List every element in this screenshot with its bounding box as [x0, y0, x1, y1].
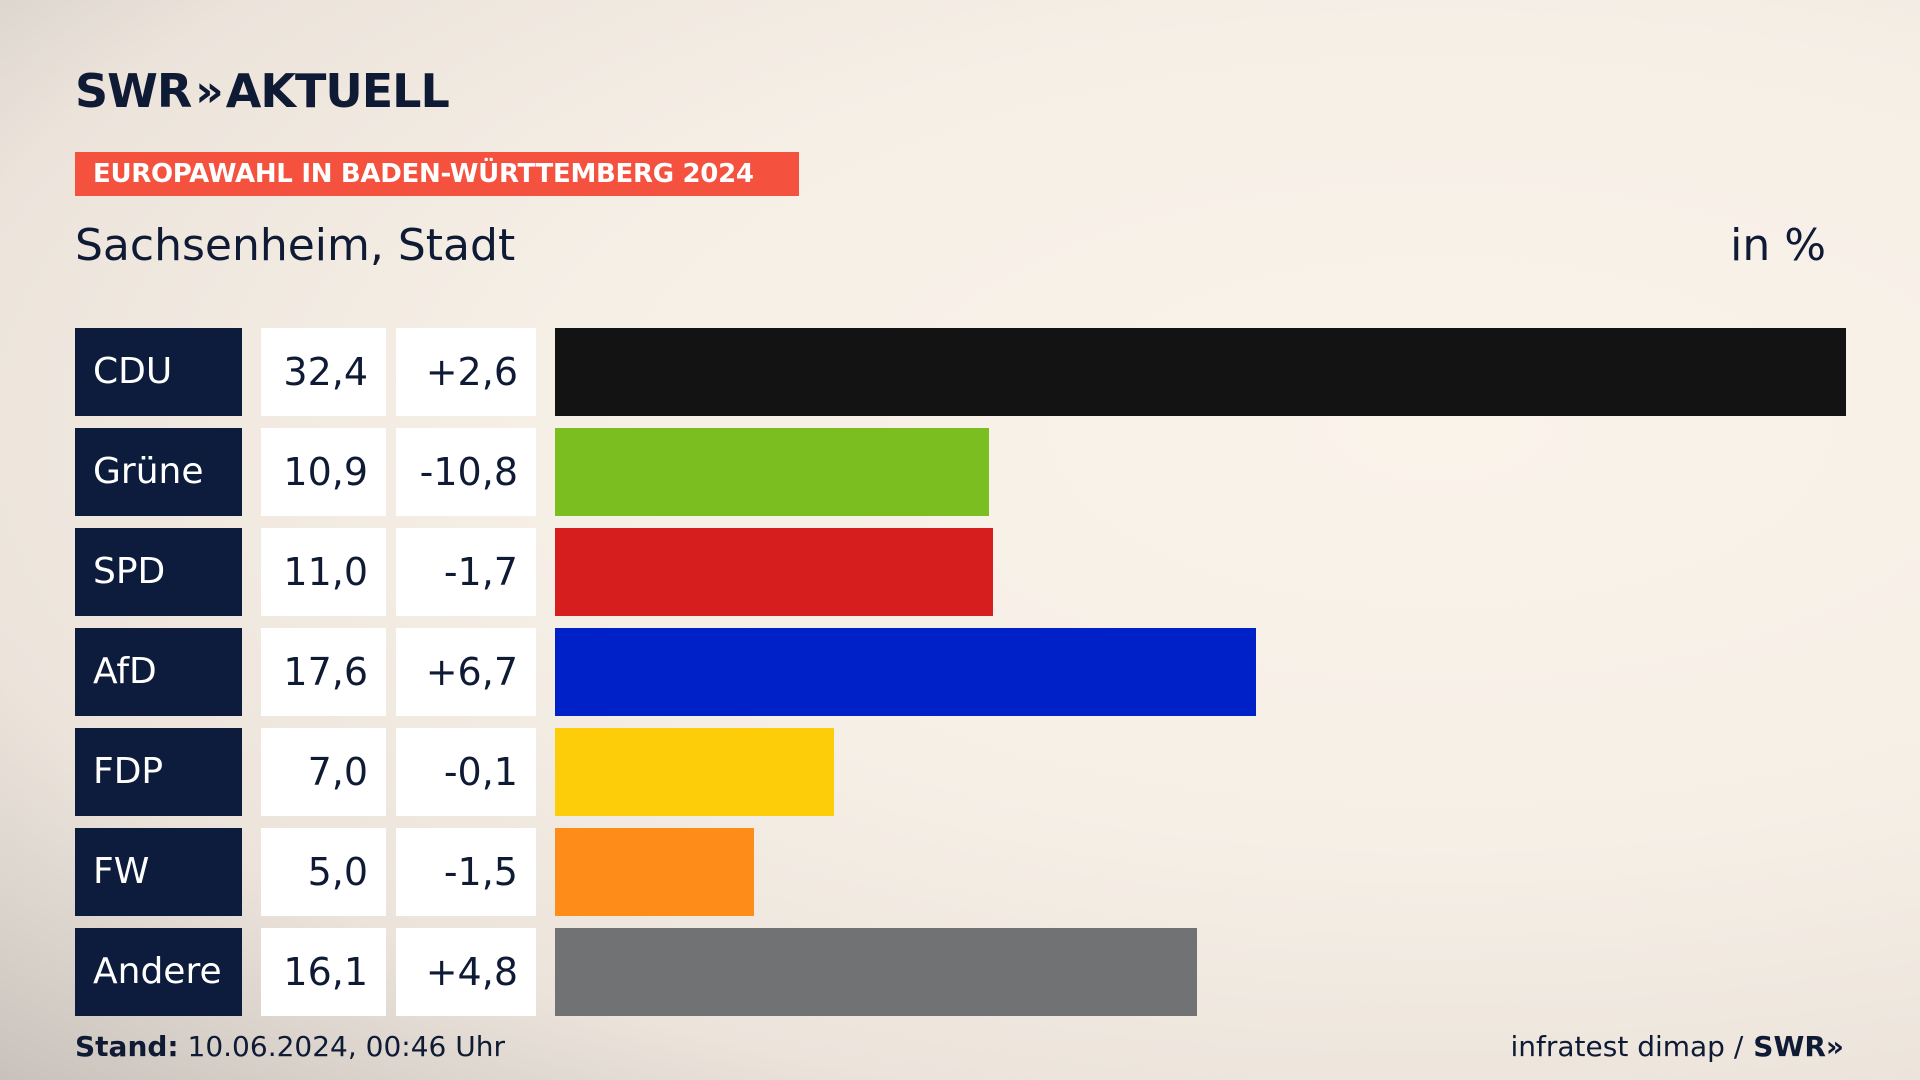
result-row: Andere 16,1 +4,8 — [75, 928, 1846, 1016]
party-label: FW — [75, 828, 242, 916]
result-row: AfD 17,6 +6,7 — [75, 628, 1846, 716]
vote-change: -0,1 — [396, 728, 536, 816]
party-label: SPD — [75, 528, 242, 616]
result-row: CDU 32,4 +2,6 — [75, 328, 1846, 416]
result-row: FW 5,0 -1,5 — [75, 828, 1846, 916]
result-row: Grüne 10,9 -10,8 — [75, 428, 1846, 516]
result-bar — [555, 728, 834, 816]
vote-share: 11,0 — [261, 528, 386, 616]
vote-change: -1,5 — [396, 828, 536, 916]
swr-aktuell-logo: SWR » AKTUELL — [75, 64, 450, 118]
election-banner: EUROPAWAHL IN BADEN-WÜRTTEMBERG 2024 — [75, 152, 799, 196]
result-bar — [555, 628, 1256, 716]
chart-subtitle: Sachsenheim, Stadt — [75, 220, 516, 271]
vote-change: +2,6 — [396, 328, 536, 416]
result-row: SPD 11,0 -1,7 — [75, 528, 1846, 616]
party-label: AfD — [75, 628, 242, 716]
vote-share: 10,9 — [261, 428, 386, 516]
swr-mini-logo: SWR» — [1753, 1030, 1844, 1063]
vote-change: -1,7 — [396, 528, 536, 616]
stand-value: 10.06.2024, 00:46 Uhr — [187, 1030, 505, 1063]
result-row: FDP 7,0 -0,1 — [75, 728, 1846, 816]
party-label: CDU — [75, 328, 242, 416]
vote-share: 16,1 — [261, 928, 386, 1016]
chevron-right-icon: » — [195, 65, 224, 117]
logo-swr: SWR — [75, 64, 192, 118]
logo-aktuell: AKTUELL — [225, 64, 450, 118]
vote-share: 32,4 — [261, 328, 386, 416]
source-credit: infratest dimap / SWR» — [1510, 1030, 1844, 1063]
unit-label: in % — [1730, 220, 1826, 271]
vote-share: 17,6 — [261, 628, 386, 716]
party-label: Grüne — [75, 428, 242, 516]
source-text: infratest dimap / — [1510, 1030, 1744, 1063]
vote-share: 7,0 — [261, 728, 386, 816]
result-bar — [555, 528, 993, 616]
timestamp: Stand: 10.06.2024, 00:46 Uhr — [75, 1030, 505, 1063]
party-label: Andere — [75, 928, 242, 1016]
vote-change: +6,7 — [396, 628, 536, 716]
result-bar — [555, 828, 754, 916]
party-label: FDP — [75, 728, 242, 816]
vote-change: -10,8 — [396, 428, 536, 516]
vote-share: 5,0 — [261, 828, 386, 916]
vote-change: +4,8 — [396, 928, 536, 1016]
stand-label: Stand: — [75, 1030, 179, 1063]
result-bar — [555, 428, 989, 516]
result-bar — [555, 928, 1197, 1016]
result-bar — [555, 328, 1846, 416]
